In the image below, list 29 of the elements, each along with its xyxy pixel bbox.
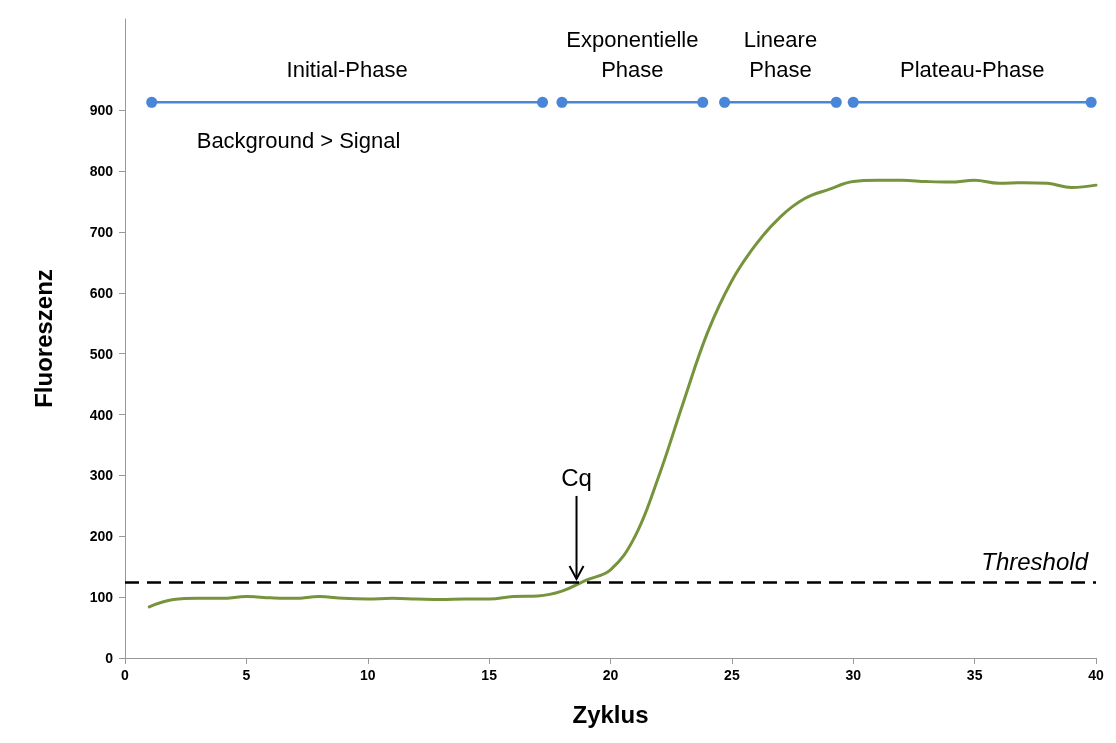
line-series xyxy=(147,178,1098,609)
y-tick-label: 100 xyxy=(89,589,114,606)
x-axis-title: Zyklus xyxy=(572,700,649,728)
x-tick-label: 15 xyxy=(481,667,498,683)
annotation: Lineare Phase xyxy=(743,26,818,82)
ref-line-label: Threshold xyxy=(981,548,1089,576)
y-tick-label: 500 xyxy=(89,345,114,362)
y-tick-label: 800 xyxy=(89,163,114,180)
x-tick-label: 25 xyxy=(724,667,740,683)
annotation: Initial-Phase xyxy=(286,56,408,82)
y-tick-label: 300 xyxy=(89,467,114,484)
y-axis-title: Fluoreszenz xyxy=(29,269,57,408)
y-tick-label: 900 xyxy=(89,102,114,119)
annotation: Background > Signal xyxy=(196,127,401,153)
x-tick-label: 20 xyxy=(602,667,619,683)
y-tick-label: 0 xyxy=(105,650,114,666)
x-tick-label: 35 xyxy=(966,667,983,683)
x-tick-label: 30 xyxy=(845,667,862,683)
x-tick-label: 5 xyxy=(242,667,251,683)
x-tick-label: 10 xyxy=(359,667,376,683)
y-tick-label: 200 xyxy=(89,528,114,545)
annotation: Plateau-Phase xyxy=(900,56,1045,82)
y-tick-label: 400 xyxy=(89,406,114,423)
y-tick-label: 700 xyxy=(89,224,114,240)
annotation: Cq xyxy=(561,464,592,492)
x-tick-label: 0 xyxy=(121,667,130,683)
y-tick-label: 600 xyxy=(89,284,114,301)
annotation: Exponentielle Phase xyxy=(566,26,699,82)
x-tick-label: 40 xyxy=(1088,667,1104,683)
